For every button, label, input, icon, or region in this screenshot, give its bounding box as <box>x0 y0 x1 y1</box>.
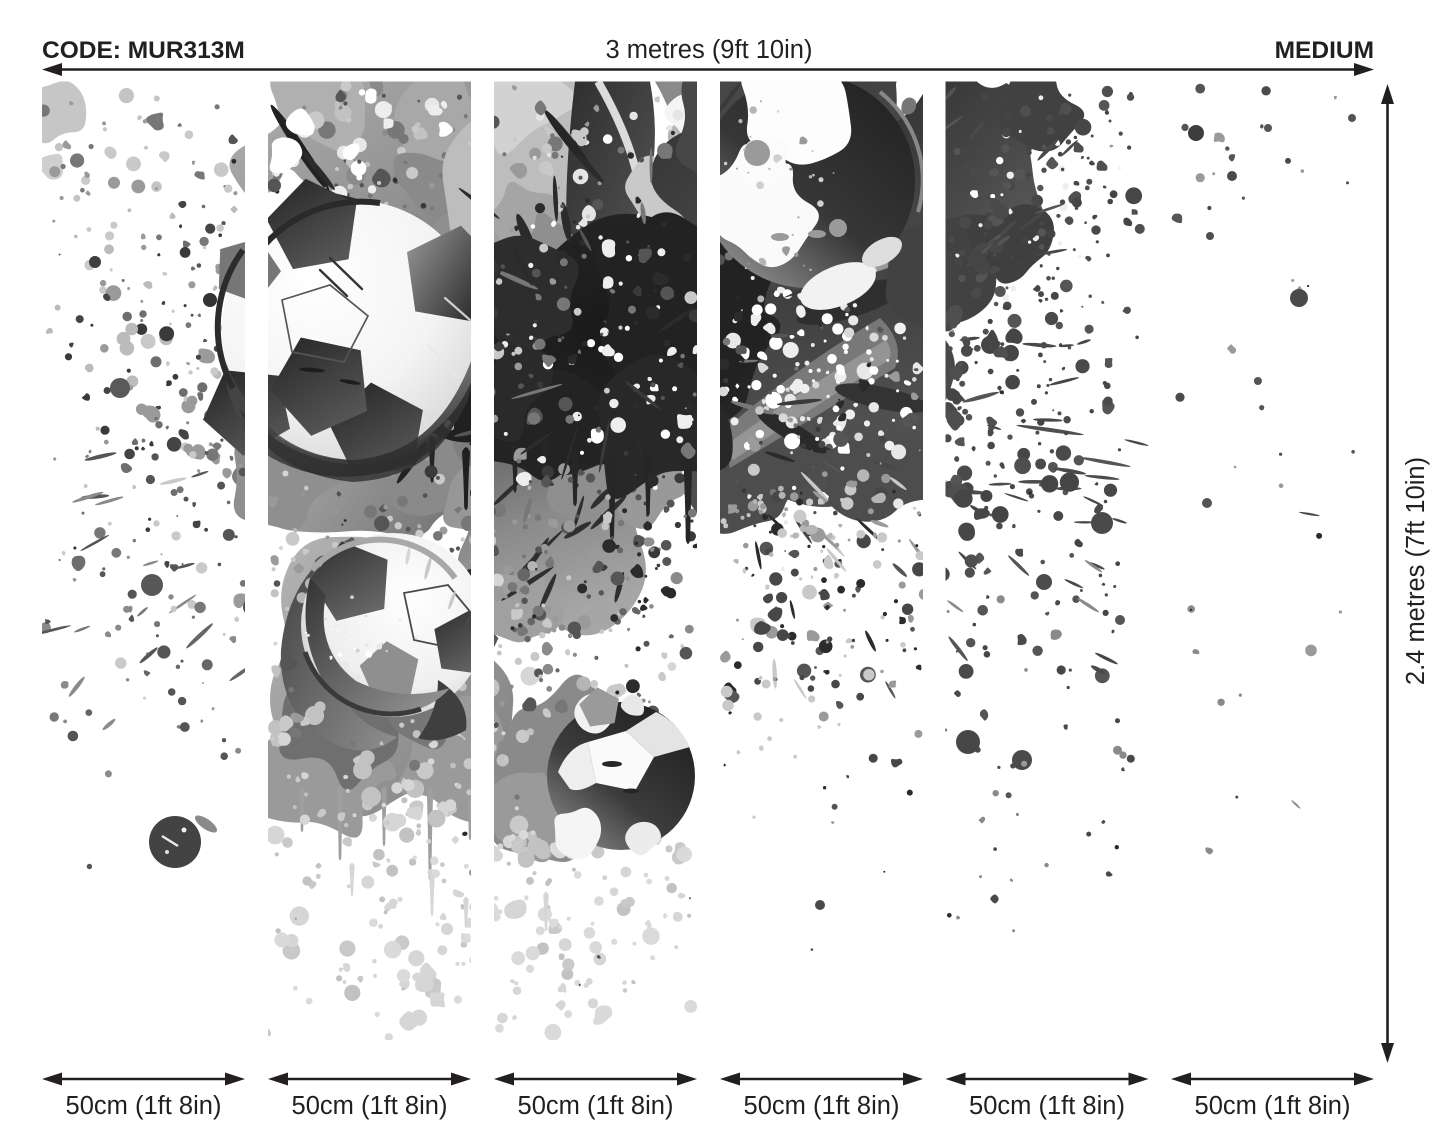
svg-text:3 metres (9ft 10in): 3 metres (9ft 10in) <box>606 36 813 64</box>
svg-text:50cm (1ft 8in): 50cm (1ft 8in) <box>66 1092 222 1120</box>
svg-text:50cm (1ft 8in): 50cm (1ft 8in) <box>969 1092 1125 1120</box>
svg-text:2.4 metres (7ft 10in): 2.4 metres (7ft 10in) <box>1402 457 1430 685</box>
svg-text:50cm (1ft 8in): 50cm (1ft 8in) <box>1195 1092 1351 1120</box>
svg-text:50cm (1ft 8in): 50cm (1ft 8in) <box>292 1092 448 1120</box>
svg-text:CODE: MUR313M: CODE: MUR313M <box>42 37 245 64</box>
svg-text:50cm (1ft 8in): 50cm (1ft 8in) <box>518 1092 674 1120</box>
svg-text:50cm (1ft 8in): 50cm (1ft 8in) <box>744 1092 900 1120</box>
svg-text:MEDIUM: MEDIUM <box>1275 37 1374 64</box>
